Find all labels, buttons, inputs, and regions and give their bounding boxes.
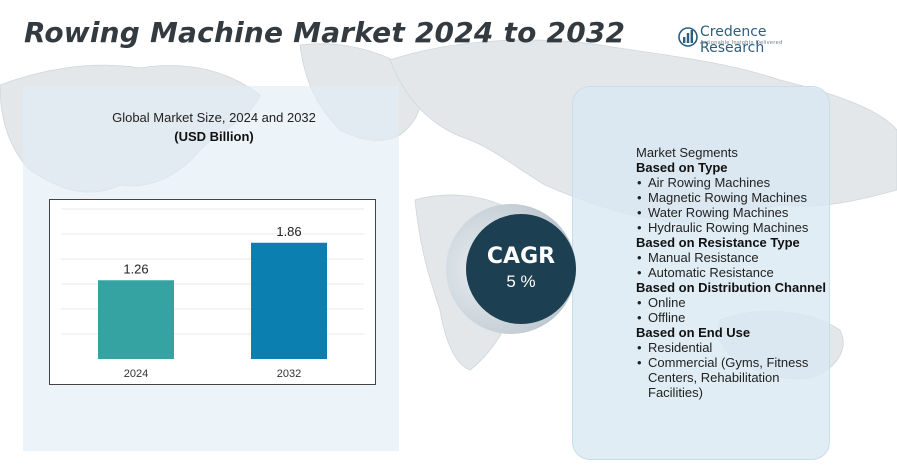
bar-2032 (251, 242, 327, 359)
segment-item-label: Hydraulic Rowing Machines (648, 220, 809, 235)
segment-item-label: Magnetic Rowing Machines (648, 190, 807, 205)
bullet-icon: • (637, 295, 642, 310)
bar-chart-logo-icon (678, 27, 698, 47)
segment-category: Based on Type (636, 160, 728, 175)
segment-item: • Online (636, 295, 826, 310)
segment-item-label: Offline (648, 310, 686, 325)
bar-2024 (98, 280, 174, 359)
bullet-icon: • (637, 175, 642, 190)
segment-item-label: Air Rowing Machines (648, 175, 771, 190)
bullet-icon: • (637, 250, 642, 265)
bullet-icon: • (637, 205, 642, 220)
market-segments: Market Segments Based on Type • Air Rowing… (636, 145, 826, 400)
bullet-icon: • (637, 355, 642, 370)
segment-item: • Air Rowing Machines (636, 175, 826, 190)
segment-category: Based on Distribution Channel (636, 280, 826, 295)
bullet-icon: • (637, 220, 642, 235)
segment-item: • Automatic Resistance (636, 265, 826, 280)
segment-item: • Commercial (Gyms, Fitness Centers, Reha… (636, 355, 826, 400)
category-label-2032: 2032 (277, 368, 301, 380)
segment-category: Based on Resistance Type (636, 235, 800, 250)
segment-item: • Manual Resistance (636, 250, 826, 265)
segment-item: • Water Rowing Machines (636, 205, 826, 220)
segment-category: Based on End Use (636, 325, 751, 340)
cagr-label: CAGR (486, 244, 556, 269)
segment-item: • Offline (636, 310, 826, 325)
segment-item-label: Manual Resistance (648, 250, 759, 265)
bar-chart: 1.26 2024 1.86 2032 (49, 199, 376, 385)
segments-panel (572, 86, 830, 460)
bullet-icon: • (637, 265, 642, 280)
chart-title: Global Market Size, 2024 and 2032 (112, 110, 316, 125)
segments-heading: Market Segments (636, 145, 738, 160)
segment-item-label: Water Rowing Machines (648, 205, 789, 220)
data-label-2032: 1.86 (276, 224, 301, 239)
segment-item-label: Residential (648, 340, 713, 355)
segment-item-label: Automatic Resistance (648, 265, 774, 280)
page-title: Rowing Machine Market 2024 to 2032 (24, 16, 626, 49)
category-label-2024: 2024 (124, 368, 148, 380)
logo-name: Credence Research (700, 24, 767, 56)
logo-tagline: Actionable Insights Delivered (700, 40, 783, 46)
segment-item-label: Commercial (Gyms, Fitness Centers, Rehab… (648, 355, 809, 400)
data-label-2024: 1.26 (123, 261, 148, 276)
segment-item-label: Online (648, 295, 686, 310)
cagr-value: 5 % (506, 272, 536, 291)
bullet-icon: • (637, 340, 642, 355)
segment-item: • Magnetic Rowing Machines (636, 190, 826, 205)
segment-item: • Hydraulic Rowing Machines (636, 220, 826, 235)
cagr-badge: CAGR 5 % (466, 214, 576, 324)
chart-unit: (USD Billion) (174, 129, 254, 144)
brand-logo: Credence Research Actionable Insights De… (678, 24, 828, 56)
segment-item: • Residential (636, 340, 826, 355)
bullet-icon: • (637, 190, 642, 205)
bullet-icon: • (637, 310, 642, 325)
